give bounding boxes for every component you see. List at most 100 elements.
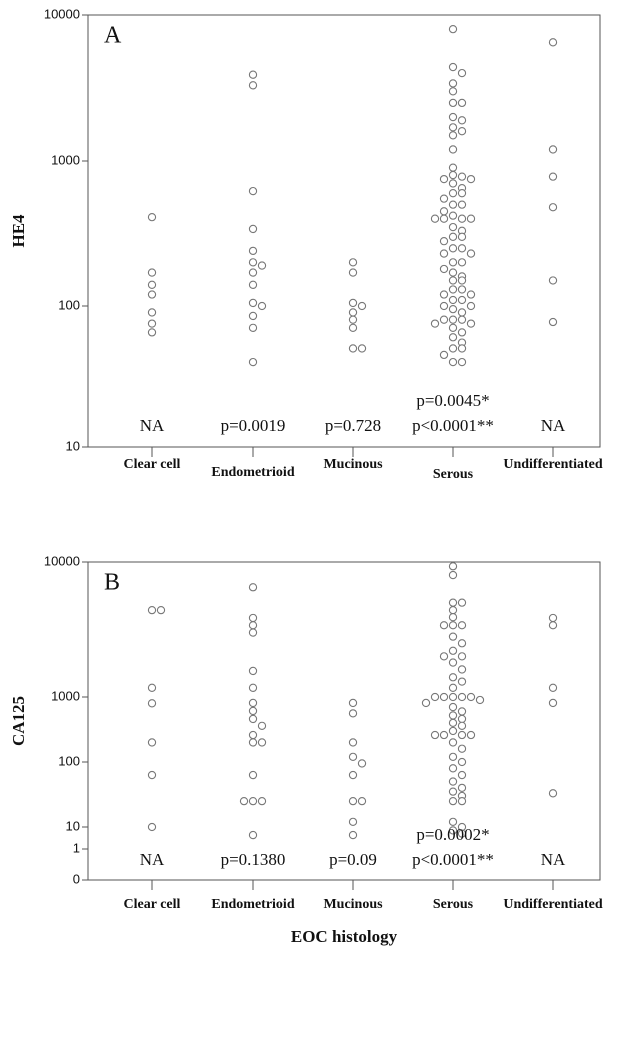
data-point [248,683,258,692]
data-point [457,98,467,108]
data-point [348,738,358,747]
annotation: p=0.0019 [221,416,286,435]
data-point [421,698,431,708]
data-point [548,317,558,327]
y-axis-label: HE4 [9,214,28,248]
data-point [248,311,258,321]
data-point [348,817,358,827]
data-point [248,280,258,289]
data-point [448,711,458,720]
data-point [548,38,558,47]
data-point [248,81,258,90]
data-point [147,683,157,692]
data-point [147,822,157,832]
data-point [348,830,358,840]
data-point [147,319,157,328]
data-point [439,350,449,360]
data-point [248,186,258,196]
data-point [248,613,258,623]
data-point [448,276,458,285]
data-point [457,244,467,253]
data-point [248,830,258,840]
data-point [457,116,467,125]
x-tick-label: Undifferentiated [503,457,602,472]
x-tick-label: Mucinous [323,897,383,912]
data-point [448,752,458,762]
data-point [448,145,458,154]
data-point [348,709,358,718]
data-point [448,123,458,132]
data-point [248,706,258,716]
data-point [147,699,157,708]
data-point [457,652,467,661]
data-point [448,24,458,34]
data-point [457,344,467,353]
data-point [439,315,449,324]
x-tick-label: Serous [433,897,474,912]
data-point [448,87,458,96]
data-point [448,98,458,108]
data-point [448,683,458,692]
data-point [448,787,458,796]
y-tick-label: 1 [73,840,80,855]
data-point [248,298,258,308]
y-tick-label: 10 [66,818,80,833]
y-tick-label: 10000 [44,6,80,21]
data-point [548,621,558,630]
annotation: p<0.0001** [412,850,494,869]
data-point [457,721,467,730]
data-point [248,323,258,332]
data-point [448,764,458,773]
data-point [457,757,467,767]
data-point [548,698,558,708]
data-point [448,738,458,747]
data-point [448,344,458,353]
data-point [257,721,267,730]
data-point [448,295,458,305]
plot-frame [87,14,601,448]
data-point [257,796,267,806]
data-point [457,744,467,753]
data-point [457,200,467,209]
data-point [448,285,458,294]
data-point [430,319,440,328]
y-tick-label: 100 [58,297,80,312]
data-point [448,268,458,277]
data-point [439,652,449,661]
data-point [466,174,476,184]
data-point [548,172,558,181]
data-point [248,224,258,234]
data-point [439,194,449,203]
data-point [466,249,476,258]
data-point [448,562,458,571]
data-point [448,673,458,682]
data-point [156,605,166,615]
data-point [348,258,358,267]
data-point [439,174,449,184]
data-point [357,344,367,353]
data-point [248,698,258,708]
data-point [448,211,458,220]
data-point [439,290,449,299]
data-point [548,789,558,798]
data-point [457,730,467,740]
data-point [239,796,249,806]
x-tick-label: Clear cell [124,897,181,912]
data-point [248,628,258,637]
data-point [548,276,558,285]
annotation: NA [541,850,566,869]
data-point [457,328,467,337]
data-point [457,357,467,367]
y-tick-label: 10 [66,438,80,453]
data-point [448,826,458,835]
data-point [248,246,258,256]
data-point [448,131,458,140]
data-point [257,301,267,311]
data-point [348,770,358,780]
data-point [448,244,458,253]
y-tick-label: 0 [73,871,80,886]
data-point [448,200,458,209]
data-point [475,695,485,705]
data-point [448,646,458,655]
data-point [448,170,458,180]
